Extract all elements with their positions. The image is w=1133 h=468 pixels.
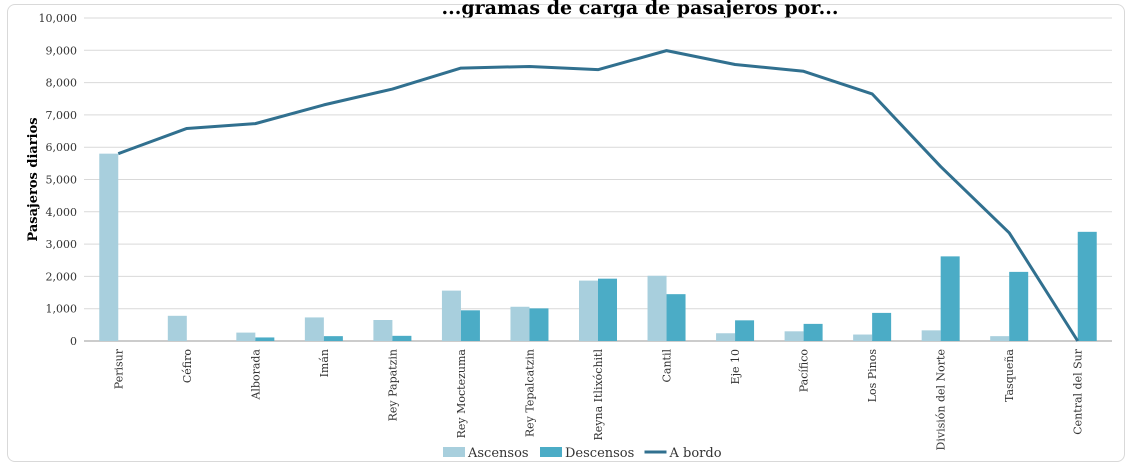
bar-descensos <box>1077 231 1097 341</box>
bar-ascensos <box>304 317 324 341</box>
bar-ascensos <box>921 330 941 341</box>
bar-ascensos <box>647 275 667 341</box>
bar-descensos <box>940 256 960 341</box>
legend-swatch <box>443 447 465 457</box>
bar-ascensos <box>784 331 804 341</box>
x-category-label: Céfiro <box>181 349 194 384</box>
bar-ascensos <box>716 333 736 341</box>
line-series <box>117 49 1080 342</box>
bar-ascensos <box>441 290 461 341</box>
bar-ascensos <box>579 280 598 341</box>
x-category-label: Central del Sur <box>1072 348 1085 434</box>
y-tick-label: 8,000 <box>46 77 78 90</box>
y-tick-label: 10,000 <box>39 12 78 25</box>
legend-swatch <box>540 447 562 457</box>
legend-label: Ascensos <box>467 446 529 461</box>
y-tick-label: 6,000 <box>46 141 78 154</box>
bar-descensos <box>529 308 549 341</box>
bar-descensos <box>803 323 823 341</box>
y-tick-label: 5,000 <box>46 174 78 187</box>
x-category-label: Tasqueña <box>1003 349 1016 402</box>
x-category-label: División del Norte <box>935 349 948 450</box>
x-category-label: Pacífico <box>798 349 811 393</box>
legend-label: A bordo <box>669 446 722 461</box>
x-category-label: Rey Papatzin <box>386 349 399 421</box>
bar-ascensos <box>99 153 119 341</box>
y-tick-label: 1,000 <box>46 303 78 316</box>
y-axis-label: Pasajeros diarios <box>26 117 41 241</box>
x-category-label: Cantil <box>661 349 674 383</box>
y-tick-label: 7,000 <box>46 109 78 122</box>
bar-descensos <box>666 294 686 341</box>
x-category-label: Eje 10 <box>729 349 742 384</box>
chart-title: ...gramas de carga de pasajeros por... <box>442 0 839 19</box>
bar-ascensos <box>510 306 530 341</box>
chart-frame <box>7 4 1125 462</box>
bar-descensos <box>872 312 892 341</box>
bars <box>99 153 1097 341</box>
legend: Ascensos Descensos A bordo <box>443 446 722 461</box>
y-tick-label: 4,000 <box>46 206 78 219</box>
y-tick-label: 0 <box>70 335 77 348</box>
bar-descensos <box>392 335 412 341</box>
bar-descensos <box>1009 271 1029 341</box>
x-category-label: Perisur <box>112 348 125 389</box>
bar-ascensos <box>373 320 393 341</box>
bar-descensos <box>735 320 755 341</box>
x-axis-categories: Perisur Céfiro Alborada Imán Rey Papatzin Rey… <box>112 348 1084 450</box>
legend-label: Descensos <box>565 446 634 461</box>
y-tick-label: 3,000 <box>46 238 78 251</box>
bar-ascensos <box>990 336 1010 341</box>
bar-descensos <box>598 278 617 341</box>
bar-descensos <box>323 336 343 341</box>
line-a-bordo <box>117 49 1080 342</box>
x-category-label: Imán <box>318 349 331 377</box>
x-category-label: Rey Tepalcatzin <box>523 349 536 437</box>
y-tick-label: 2,000 <box>46 270 78 283</box>
x-category-label: Alborada <box>249 349 262 401</box>
bar-ascensos <box>853 334 873 341</box>
x-category-label: Los Pinos <box>866 349 879 403</box>
bar-ascensos <box>167 315 187 341</box>
bar-ascensos <box>236 332 256 341</box>
bar-descensos <box>460 310 480 341</box>
x-category-label: Rey Moctezuma <box>455 349 468 439</box>
y-axis-ticks: 0 1,000 2,000 3,000 4,000 5,000 6,000 7,000 8,00… <box>39 12 78 348</box>
bar-descensos <box>255 337 275 341</box>
x-category-label: Reyna Itlixóchitl <box>592 349 605 441</box>
y-tick-label: 9,000 <box>46 44 78 57</box>
